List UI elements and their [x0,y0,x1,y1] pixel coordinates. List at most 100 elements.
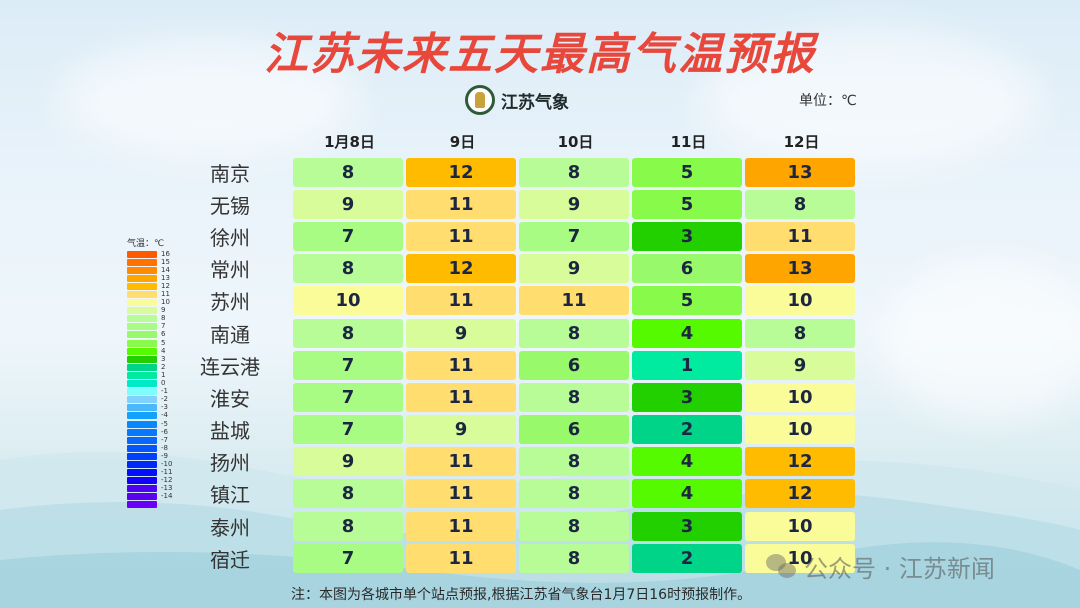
temperature-cell: 11 [406,511,516,541]
temperature-cell: 11 [745,221,855,251]
temperature-cell: 1 [632,350,742,380]
legend-label: 16 [161,249,170,258]
legend-label: 1 [161,370,166,379]
legend-item: 7 [127,323,172,331]
legend-label: 11 [161,290,170,299]
city-label: 徐州 [210,225,250,250]
legend-swatch [127,477,157,485]
temperature-cell: 11 [406,350,516,380]
temperature-cell: 3 [632,382,742,412]
temperature-cell: 8 [519,479,629,509]
legend-label: 13 [161,273,170,282]
legend-label: -10 [161,459,173,468]
legend-swatch [127,404,157,412]
temperature-cell: 9 [406,318,516,348]
city-label: 宿迁 [210,547,250,572]
legend-label: -8 [161,443,168,452]
temperature-cell: 8 [293,318,403,348]
temperature-cell: 2 [632,415,742,445]
legend-item: 1 [127,371,172,379]
temperature-cell: 4 [632,318,742,348]
wechat-icon [766,553,798,580]
temperature-cell: 5 [632,189,742,219]
legend-item: 14 [127,266,172,274]
table-row: 盐城 7 9 6 2 10 [210,414,858,446]
legend-swatch [127,444,157,452]
legend-item: -8 [127,444,172,452]
background-cloud [880,260,1080,420]
legend-label: -13 [161,484,173,493]
legend-swatch [127,347,157,355]
legend-swatch [127,460,157,468]
temperature-cell: 12 [406,157,516,187]
footnote: 注：本图为各城市单个站点预报,根据江苏省气象台1月7日16时预报制作。 [291,587,752,603]
temperature-cell: 9 [406,415,516,445]
legend-item: 2 [127,363,172,371]
legend-label: 0 [161,379,166,388]
legend-item: -11 [127,469,172,477]
legend-label: -9 [161,451,168,460]
city-label: 无锡 [210,193,250,218]
legend-swatch [127,396,157,404]
background-cloud [700,30,1040,170]
temperature-cell: 9 [519,189,629,219]
legend-label: -7 [161,435,168,444]
temperature-cell: 4 [632,479,742,509]
legend-label: 6 [161,330,166,339]
legend-swatch [127,323,157,331]
legend-item: 16 [127,250,172,258]
legend-swatch [127,436,157,444]
city-label: 南通 [210,322,250,347]
legend-swatch [127,452,157,460]
legend-swatch [127,339,157,347]
temperature-cell: 11 [406,221,516,251]
legend-swatch [127,380,157,388]
city-label: 镇江 [210,483,250,508]
legend-swatch [127,493,157,501]
table-row: 无锡 9 11 9 5 8 [210,188,858,220]
legend-swatch [127,428,157,436]
temperature-cell: 5 [632,157,742,187]
legend-item: -5 [127,420,172,428]
date-header: 1月8日 [324,133,375,151]
watermark-text: 公众号 · 江苏新闻 [804,555,995,583]
legend-label: -3 [161,403,168,412]
temperature-cell: 8 [519,157,629,187]
legend-swatch [127,282,157,290]
legend-item: -7 [127,436,172,444]
background-cloud [60,40,360,160]
temperature-cell: 10 [745,286,855,316]
city-label: 苏州 [210,290,250,315]
temperature-cell: 8 [745,318,855,348]
legend-item: -9 [127,452,172,460]
legend-item: 3 [127,355,172,363]
legend-swatch [127,291,157,299]
table-row: 南通 8 9 8 4 8 [210,317,858,349]
legend-item: -12 [127,477,172,485]
legend-label: 5 [161,338,166,347]
legend-item: -2 [127,396,172,404]
legend-item: -3 [127,404,172,412]
wechat-watermark: 公众号 · 江苏新闻 [766,549,995,584]
legend-item: 5 [127,339,172,347]
table-row: 常州 8 12 9 6 13 [210,253,858,285]
table-row: 淮安 7 11 8 3 10 [210,381,858,413]
temperature-cell: 4 [632,447,742,477]
date-header: 9日 [449,133,476,151]
legend-item: 4 [127,347,172,355]
temperature-cell: 12 [745,479,855,509]
date-header: 10日 [557,133,594,151]
legend-item: -14 [127,493,172,501]
temperature-cell: 3 [632,221,742,251]
city-label: 常州 [210,258,250,283]
legend-label: 8 [161,314,166,323]
table-row: 宿迁 7 11 8 2 10 [210,542,858,574]
temperature-cell: 11 [406,479,516,509]
meteorology-badge-icon [465,85,495,115]
city-label: 南京 [210,161,250,186]
temperature-cell: 8 [293,157,403,187]
city-label: 连云港 [200,354,260,379]
legend-swatch [127,355,157,363]
city-label: 盐城 [210,419,250,444]
legend-label: 7 [161,322,166,331]
